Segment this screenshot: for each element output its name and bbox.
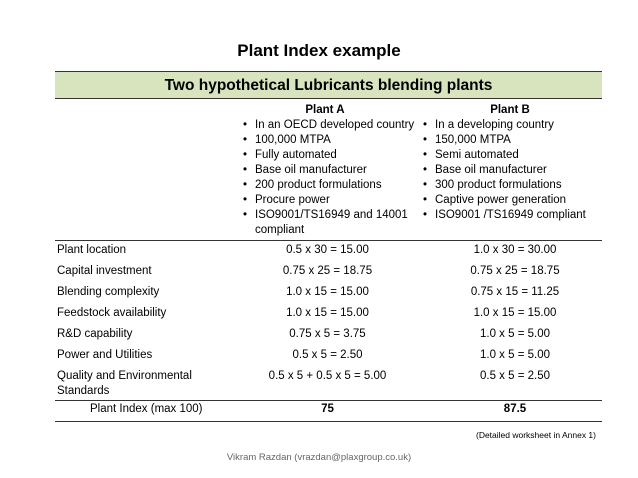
row-label: Capital investment <box>57 265 152 277</box>
table-bottom-rule <box>55 421 602 422</box>
list-item: 200 product formulations <box>240 178 430 193</box>
annex-note: (Detailed worksheet in Annex 1) <box>475 430 596 440</box>
plant-b-bullets: In a developing country 150,000 MTPA Sem… <box>420 118 600 223</box>
plant-a-score: 0.75 x 25 = 18.75 <box>282 265 373 277</box>
table-divider <box>55 240 602 241</box>
table-row: Blending complexity 1.0 x 15 = 15.00 0.7… <box>55 283 602 304</box>
plant-index-label: Plant Index (max 100) <box>90 403 203 415</box>
list-item: 300 product formulations <box>420 178 600 193</box>
plant-a-score: 0.5 x 5 + 0.5 x 5 = 5.00 <box>268 370 387 382</box>
footer-credit: Vikram Razdan (vrazdan@plaxgroup.co.uk) <box>226 452 412 463</box>
list-item: In an OECD developed country <box>240 118 430 133</box>
list-item: Fully automated <box>240 148 430 163</box>
plant-a-description: Plant A In an OECD developed country 100… <box>240 103 430 238</box>
row-label: R&D capability <box>57 328 133 340</box>
plant-a-bullets: In an OECD developed country 100,000 MTP… <box>240 118 430 238</box>
row-label: Blending complexity <box>57 286 160 298</box>
row-label: Feedstock availability <box>57 307 167 319</box>
list-item: Base oil manufacturer <box>240 163 430 178</box>
list-item: ISO9001 /TS16949 compliant <box>420 208 600 223</box>
score-table: Plant location 0.5 x 30 = 15.00 1.0 x 30… <box>55 241 602 404</box>
plant-a-score: 1.0 x 15 = 15.00 <box>286 307 369 319</box>
table-banner: Two hypothetical Lubricants blending pla… <box>55 71 602 99</box>
plant-a-score: 1.0 x 15 = 15.00 <box>286 286 369 298</box>
table-row: Quality and Environmental Standards 0.5 … <box>55 367 602 404</box>
plant-b-score: 1.0 x 5 = 5.00 <box>479 349 550 361</box>
plant-b-score: 1.0 x 5 = 5.00 <box>479 328 550 340</box>
list-item: Procure power <box>240 193 430 208</box>
list-item: Captive power generation <box>420 193 600 208</box>
table-divider <box>55 400 602 401</box>
table-row: R&D capability 0.75 x 5 = 3.75 1.0 x 5 =… <box>55 325 602 346</box>
list-item: 100,000 MTPA <box>240 133 430 148</box>
list-item: 150,000 MTPA <box>420 133 600 148</box>
plant-b-score: 1.0 x 15 = 15.00 <box>473 307 557 319</box>
row-label: Plant location <box>57 244 127 256</box>
table-row: Feedstock availability 1.0 x 15 = 15.00 … <box>55 304 602 325</box>
plant-b-index: 87.5 <box>503 403 527 415</box>
plant-b-score: 0.5 x 5 = 2.50 <box>479 370 550 382</box>
list-item: ISO9001/TS16949 and 14001 compliant <box>240 208 430 238</box>
plant-a-index: 75 <box>321 403 334 415</box>
page-title: Plant Index example <box>237 41 401 60</box>
plant-b-score: 1.0 x 30 = 30.00 <box>473 244 557 256</box>
row-label: Quality and Environmental Standards <box>57 370 192 397</box>
plant-a-score: 0.5 x 5 = 2.50 <box>292 349 363 361</box>
list-item: In a developing country <box>420 118 600 133</box>
plant-b-score: 0.75 x 25 = 18.75 <box>470 265 560 277</box>
plant-b-heading: Plant B <box>490 104 530 116</box>
table-row: Power and Utilities 0.5 x 5 = 2.50 1.0 x… <box>55 346 602 367</box>
plant-a-score: 0.75 x 5 = 3.75 <box>289 328 366 340</box>
list-item: Base oil manufacturer <box>420 163 600 178</box>
table-row: Capital investment 0.75 x 25 = 18.75 0.7… <box>55 262 602 283</box>
plant-a-heading: Plant A <box>305 104 345 116</box>
plant-a-score: 0.5 x 30 = 15.00 <box>286 244 369 256</box>
plant-b-description: Plant B In a developing country 150,000 … <box>420 103 600 223</box>
table-row: Plant location 0.5 x 30 = 15.00 1.0 x 30… <box>55 241 602 262</box>
row-label: Power and Utilities <box>57 349 153 361</box>
list-item: Semi automated <box>420 148 600 163</box>
plant-b-score: 0.75 x 15 = 11.25 <box>470 286 560 298</box>
